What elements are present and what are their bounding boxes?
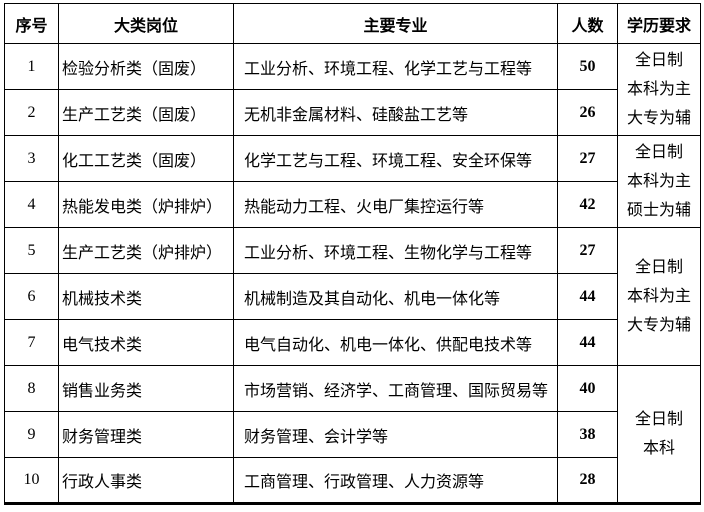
cell-no: 10: [4, 457, 59, 504]
cell-count: 44: [557, 273, 618, 320]
cell-category: 财务管理类: [58, 411, 234, 458]
cell-category: 行政人事类: [58, 457, 234, 504]
cell-count: 28: [557, 457, 618, 504]
table-row: 2 生产工艺类（固废） 无机非金属材料、硅酸盐工艺等 26: [4, 89, 701, 136]
recruitment-table: 序号 大类岗位 主要专业 人数 学历要求 1 检验分析类（固废） 工业分析、环境…: [4, 3, 701, 505]
table-row: 7 电气技术类 电气自动化、机电一体化、供配电技术等 44: [4, 319, 701, 366]
cell-majors: 电气自动化、机电一体化、供配电技术等: [233, 319, 558, 366]
column-header-category: 大类岗位: [58, 3, 234, 44]
cell-no: 6: [4, 273, 59, 320]
table-row: 1 检验分析类（固废） 工业分析、环境工程、化学工艺与工程等 50 全日制 本科…: [4, 43, 701, 136]
cell-count: 38: [557, 411, 618, 458]
cell-majors: 市场营销、经济学、工商管理、国际贸易等: [233, 365, 558, 412]
column-header-no: 序号: [4, 3, 59, 44]
cell-category: 生产工艺类（炉排炉）: [58, 227, 234, 274]
cell-majors: 机械制造及其自动化、机电一体化等: [233, 273, 558, 320]
cell-majors: 工业分析、环境工程、化学工艺与工程等: [233, 43, 558, 90]
cell-count: 27: [557, 227, 618, 274]
cell-category: 检验分析类（固废）: [58, 43, 234, 90]
cell-no: 4: [4, 181, 59, 228]
cell-education-group-3: 全日制 本科为主 大专为辅: [617, 227, 701, 366]
cell-no: 9: [4, 411, 59, 458]
cell-no: 7: [4, 319, 59, 366]
cell-majors: 化学工艺与工程、环境工程、安全环保等: [233, 135, 558, 182]
table-header-row: 序号 大类岗位 主要专业 人数 学历要求: [4, 3, 701, 44]
cell-count: 27: [557, 135, 618, 182]
cell-no: 2: [4, 89, 59, 136]
table-row: 4 热能发电类（炉排炉） 热能动力工程、火电厂集控运行等 42: [4, 181, 701, 228]
cell-category: 电气技术类: [58, 319, 234, 366]
column-header-education: 学历要求: [617, 3, 701, 44]
cell-count: 50: [557, 43, 618, 90]
cell-category: 生产工艺类（固废）: [58, 89, 234, 136]
table-row: 8 销售业务类 市场营销、经济学、工商管理、国际贸易等 40 全日制 本科: [4, 365, 701, 504]
cell-count: 40: [557, 365, 618, 412]
cell-category: 热能发电类（炉排炉）: [58, 181, 234, 228]
cell-count: 42: [557, 181, 618, 228]
column-header-majors: 主要专业: [233, 3, 558, 44]
table-row: 6 机械技术类 机械制造及其自动化、机电一体化等 44: [4, 273, 701, 320]
cell-count: 26: [557, 89, 618, 136]
cell-category: 销售业务类: [58, 365, 234, 412]
cell-no: 3: [4, 135, 59, 182]
cell-no: 1: [4, 43, 59, 90]
cell-education-group-4: 全日制 本科: [617, 365, 701, 504]
table-row: 9 财务管理类 财务管理、会计学等 38: [4, 411, 701, 458]
cell-count: 44: [557, 319, 618, 366]
cell-no: 5: [4, 227, 59, 274]
table-row: 10 行政人事类 工商管理、行政管理、人力资源等 28: [4, 457, 701, 504]
cell-majors: 热能动力工程、火电厂集控运行等: [233, 181, 558, 228]
table-row: 5 生产工艺类（炉排炉） 工业分析、环境工程、生物化学与工程等 27 全日制 本…: [4, 227, 701, 366]
table-row: 3 化工工艺类（固废） 化学工艺与工程、环境工程、安全环保等 27 全日制 本科…: [4, 135, 701, 228]
cell-no: 8: [4, 365, 59, 412]
cell-category: 机械技术类: [58, 273, 234, 320]
cell-category: 化工工艺类（固废）: [58, 135, 234, 182]
cell-majors: 工业分析、环境工程、生物化学与工程等: [233, 227, 558, 274]
cell-education-group-2: 全日制 本科为主 硕士为辅: [617, 135, 701, 228]
cell-majors: 无机非金属材料、硅酸盐工艺等: [233, 89, 558, 136]
cell-education-group-1: 全日制 本科为主 大专为辅: [617, 43, 701, 136]
cell-majors: 财务管理、会计学等: [233, 411, 558, 458]
cell-majors: 工商管理、行政管理、人力资源等: [233, 457, 558, 504]
column-header-count: 人数: [557, 3, 618, 44]
